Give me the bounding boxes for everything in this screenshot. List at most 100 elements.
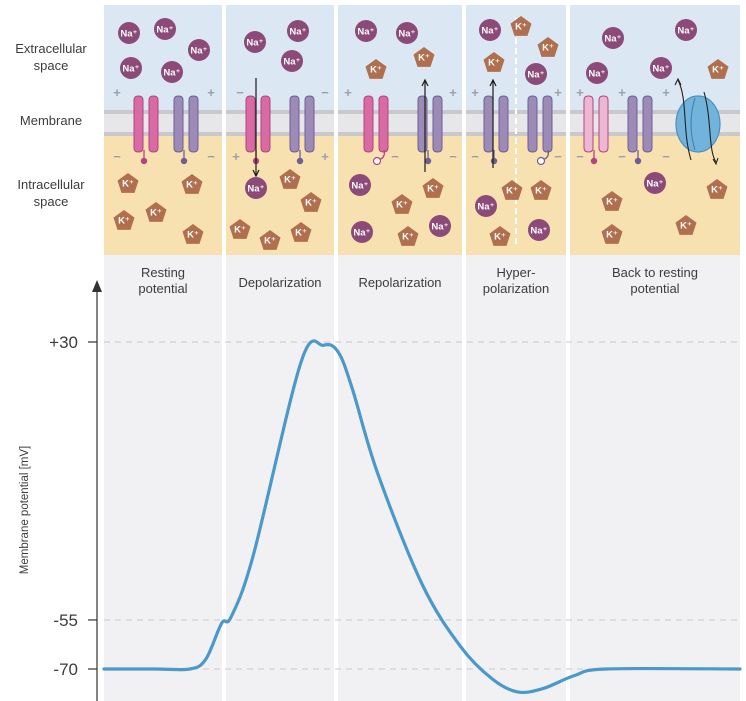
potassium-ion-label: K⁺ — [396, 200, 408, 211]
sodium-ion — [525, 63, 547, 85]
inactivation-gate — [372, 156, 382, 166]
potassium-ion-label: K⁺ — [264, 236, 276, 247]
potassium-ion — [391, 194, 413, 214]
sodium-ion-label: Na⁺ — [120, 29, 137, 40]
charge-minus: − — [662, 149, 670, 164]
potassium-ion — [290, 222, 312, 242]
potassium-ion-label: K⁺ — [295, 228, 307, 239]
sodium-ion-label: Na⁺ — [246, 38, 263, 49]
sodium-ion-label: Na⁺ — [431, 222, 448, 233]
potassium-ion — [279, 169, 301, 189]
charge-plus: + — [576, 85, 584, 100]
membrane-core — [226, 114, 334, 132]
y-axis-label: Membrane potential [mV] — [19, 446, 31, 574]
potassium-ion — [675, 215, 697, 235]
potassium-ion-label: K⁺ — [370, 65, 382, 76]
pump-groove — [690, 97, 696, 151]
potassium-ion — [537, 37, 559, 57]
membrane-core — [104, 114, 222, 132]
sodium-ion — [188, 39, 210, 61]
inactivation-gate — [634, 157, 642, 165]
extracellular-band — [226, 5, 334, 110]
sodium-ion-label: Na⁺ — [604, 34, 621, 45]
sodium-ion-label: Na⁺ — [357, 27, 374, 38]
phase-label-1: Resting — [141, 265, 185, 280]
sodium-ion — [528, 219, 550, 241]
ion-layer: Na⁺ Na⁺ Na⁺ Na⁺ Na⁺ K⁺ K⁺ K⁺ K⁺ K⁺ Na⁺ Na⁺ Na⁺ Na⁺ K⁺ K… — [113, 16, 729, 250]
potassium-ion — [365, 59, 387, 79]
sodium-ion — [349, 174, 371, 196]
sodium-ion — [602, 27, 624, 49]
channel-right-half — [378, 95, 389, 153]
potassium-ion — [145, 202, 167, 222]
sodium-ion-label: Na⁺ — [163, 68, 180, 79]
potassium-ion-label: K⁺ — [234, 225, 246, 236]
potassium-ion — [300, 192, 322, 212]
potassium-ion — [182, 224, 204, 244]
potassium-ion-label: K⁺ — [606, 230, 618, 241]
potassium-ion — [706, 179, 728, 199]
charge-plus: + — [232, 149, 240, 164]
membrane-label: Membrane — [20, 113, 82, 128]
sodium-ion-label: Na⁺ — [156, 25, 173, 36]
potassium-ion-label: K⁺ — [402, 232, 414, 243]
pump-body — [675, 95, 721, 153]
channel-right-half — [598, 95, 609, 153]
charge-plus: + — [344, 85, 352, 100]
sodium-ion-label: Na⁺ — [190, 46, 207, 57]
potassium-ion — [707, 59, 729, 79]
potassium-ion-label: K⁺ — [711, 185, 723, 196]
potassium-ion-label: K⁺ — [122, 179, 134, 190]
charge-plus: + — [554, 85, 562, 100]
charge-plus: + — [321, 149, 329, 164]
sodium-ion — [355, 20, 377, 42]
charge-minus: − — [618, 149, 626, 164]
charge-minus: − — [236, 85, 244, 100]
sodium-ion — [586, 62, 608, 84]
extracellular-band — [570, 5, 740, 110]
inactivation-gate — [140, 157, 148, 165]
sodium-ion — [120, 57, 142, 79]
potassium-ion-label: K⁺ — [494, 232, 506, 243]
y-tick-label: +30 — [49, 333, 78, 352]
sodium-ion-label: Na⁺ — [677, 26, 694, 37]
potassium-ion — [601, 191, 623, 211]
sodium-ion-label: Na⁺ — [353, 228, 370, 239]
phase-label-5: potential — [630, 281, 679, 296]
channel-right-half — [432, 95, 443, 153]
charge-minus: − — [321, 85, 329, 100]
potassium-ion — [601, 224, 623, 244]
sodium-ion — [650, 57, 672, 79]
potassium-ion-label: K⁺ — [150, 208, 162, 219]
sodium-ion-label: Na⁺ — [351, 181, 368, 192]
membrane-potential-line — [102, 339, 742, 695]
arrow-head — [712, 157, 719, 166]
channel-left-half — [483, 95, 494, 153]
phase-label-1: potential — [138, 281, 187, 296]
sodium-ion — [429, 215, 451, 237]
sodium-ion — [351, 221, 373, 243]
channel-right-half — [188, 95, 199, 153]
sodium-ion — [396, 22, 418, 44]
potassium-ion-label: K⁺ — [118, 216, 130, 227]
potassium-ion — [530, 180, 552, 200]
sodium-ion — [118, 22, 140, 44]
channel-right-half — [642, 95, 653, 153]
y-tick-label: -70 — [53, 660, 78, 679]
inactivation-gate — [296, 157, 304, 165]
sodium-ion — [287, 20, 309, 42]
charge-minus: − — [449, 149, 457, 164]
potassium-channel — [627, 95, 653, 165]
phase-label-4: polarization — [483, 281, 550, 296]
sodium-ion-label: Na⁺ — [398, 29, 415, 40]
sodium-ion — [675, 19, 697, 41]
channel-right-half — [304, 95, 315, 153]
inactivation-gate — [536, 156, 546, 166]
charge-plus: + — [471, 85, 479, 100]
potassium-ion — [501, 180, 523, 200]
potassium-ion — [413, 47, 435, 67]
potassium-ion-label: K⁺ — [186, 180, 198, 191]
inactivation-gate — [490, 157, 498, 165]
sodium-ion — [479, 19, 501, 41]
sodium-ion-label: Na⁺ — [646, 179, 663, 190]
